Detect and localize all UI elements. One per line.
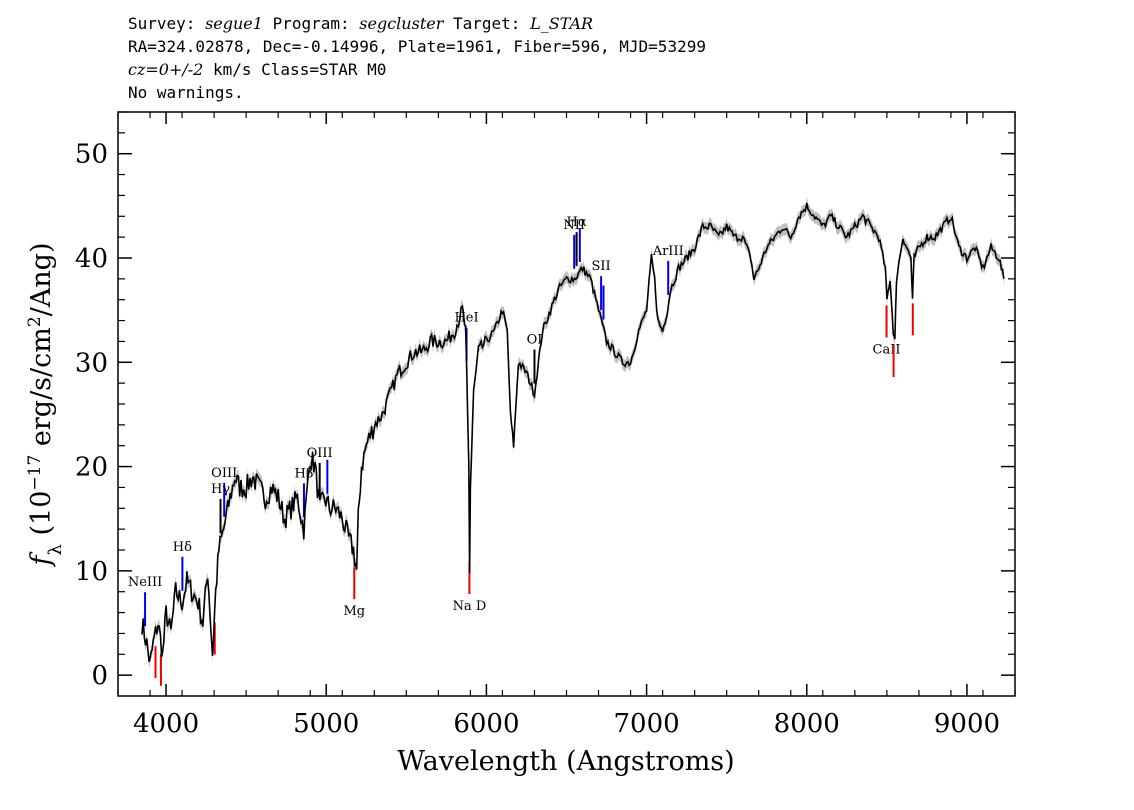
header-line-3: cz=0+/-2 km/s Class=STAR M0 (128, 58, 706, 81)
header-line-1: Survey: segue1 Program: segcluster Targe… (128, 12, 706, 35)
error-band (142, 197, 1004, 668)
target-value: L_STAR (530, 14, 594, 33)
emission-line-alt-label: Hγ (211, 482, 230, 497)
emission-line-label: Hδ (173, 540, 192, 555)
x-tick-label: 6000 (453, 709, 519, 739)
emission-line-label: Hβ (295, 466, 314, 481)
program-label: Program: (272, 14, 350, 33)
y-tick-label: 50 (75, 140, 108, 170)
emission-line-alt-label: OIII (307, 446, 333, 461)
target-label: Target: (453, 14, 521, 33)
x-axis-label: Wavelength (Angstroms) (397, 746, 734, 777)
y-axis-label-part: (10 (26, 491, 57, 544)
absorption-line-label: CaII (873, 342, 901, 357)
emission-line-label: ArIII (652, 244, 684, 259)
y-axis-label-part: −17 (25, 455, 45, 491)
y-tick-label: 40 (75, 244, 108, 274)
y-axis-label-part: 2 (25, 316, 45, 327)
spectrum-header: Survey: segue1 Program: segcluster Targe… (128, 12, 706, 104)
emission-line-alt-label: OI (527, 333, 543, 348)
class-text: km/s Class=STAR M0 (203, 60, 387, 79)
header-line-2: RA=324.02878, Dec=-0.14996, Plate=1961, … (128, 37, 706, 56)
y-axis-label-part: erg/s/cm (26, 327, 57, 455)
plot-frame (117, 111, 1016, 697)
survey-value: segue1 (205, 14, 263, 33)
y-axis-label-part: /Ang) (26, 243, 57, 317)
flux-line (141, 202, 1005, 662)
y-axis-label-part: λ (45, 544, 66, 555)
axes-layer: 4000 5000 6000 7000 8000 9000 0 10 20 30 40 50 (75, 111, 1016, 739)
error-band-layer (142, 197, 1004, 668)
absorption-line-label: Mg (343, 604, 365, 619)
emission-line-label: SII (592, 259, 611, 274)
x-tick-label: 8000 (774, 709, 840, 739)
x-tick-label: 9000 (934, 709, 1000, 739)
emission-line-label: NeIII (128, 575, 162, 590)
x-tick-label: 4000 (133, 709, 199, 739)
redshift-value: cz=0+/-2 (128, 60, 204, 79)
emission-line-label: HeI (454, 311, 478, 326)
emission-line-alt-label: Hα (567, 215, 587, 230)
x-tick-label: 7000 (614, 709, 680, 739)
program-value: segcluster (359, 14, 444, 33)
y-axis-label: fλ (10−17 erg/s/cm2/Ang) (25, 243, 66, 568)
flux-series-layer (141, 202, 1005, 662)
x-tick-label: 5000 (293, 709, 359, 739)
y-tick-label: 20 (75, 453, 108, 483)
header-line-4: No warnings. (128, 83, 244, 102)
y-tick-label: 30 (75, 348, 108, 378)
y-tick-label: 0 (91, 661, 108, 691)
absorption-line-label: Na D (453, 599, 487, 614)
y-tick-label: 10 (75, 557, 108, 587)
survey-label: Survey: (128, 14, 196, 33)
emission-line-label: OIII (211, 466, 237, 481)
